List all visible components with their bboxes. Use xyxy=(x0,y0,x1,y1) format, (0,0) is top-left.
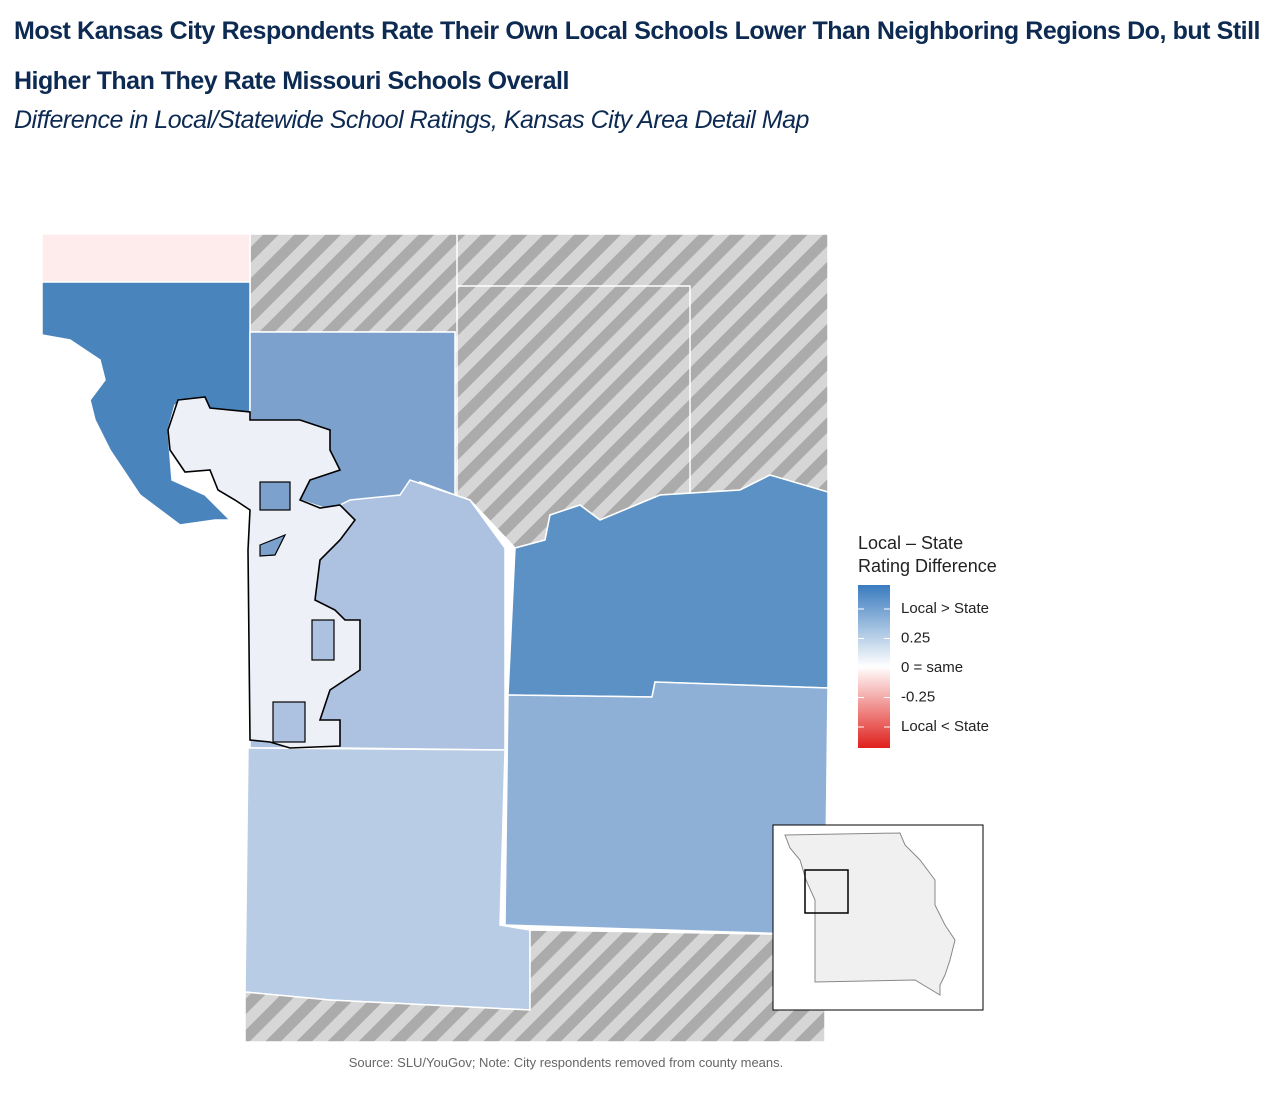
region-southeast xyxy=(504,681,829,936)
legend-label: 0.25 xyxy=(901,629,930,646)
enclaves xyxy=(259,481,335,743)
legend-label: Local > State xyxy=(901,600,989,617)
legend-title: Local – State xyxy=(858,533,963,553)
source: Source: SLU/YouGov; Note: City responden… xyxy=(349,1055,784,1070)
title: Most Kansas City Respondents Rate Their … xyxy=(14,17,1261,95)
enclave xyxy=(311,619,335,661)
legend-label: -0.25 xyxy=(901,688,935,705)
regions xyxy=(41,233,829,1043)
legend-label: 0 = same xyxy=(901,659,963,676)
boundary xyxy=(457,285,691,495)
inset-focus xyxy=(804,869,849,914)
legend-label: Local < State xyxy=(901,718,989,735)
enclave xyxy=(272,701,306,743)
region-cass xyxy=(244,747,531,1011)
inset xyxy=(772,824,984,1011)
region-pink xyxy=(41,233,251,283)
legend: Local – State Rating Difference Local > … xyxy=(858,533,997,748)
enclave xyxy=(259,533,287,557)
inset-missouri xyxy=(784,832,956,996)
enclave xyxy=(259,481,291,511)
legend-colorbar xyxy=(858,585,890,748)
subtitle: Difference in Local/Statewide School Rat… xyxy=(14,106,809,134)
legend-title: Rating Difference xyxy=(858,556,997,576)
